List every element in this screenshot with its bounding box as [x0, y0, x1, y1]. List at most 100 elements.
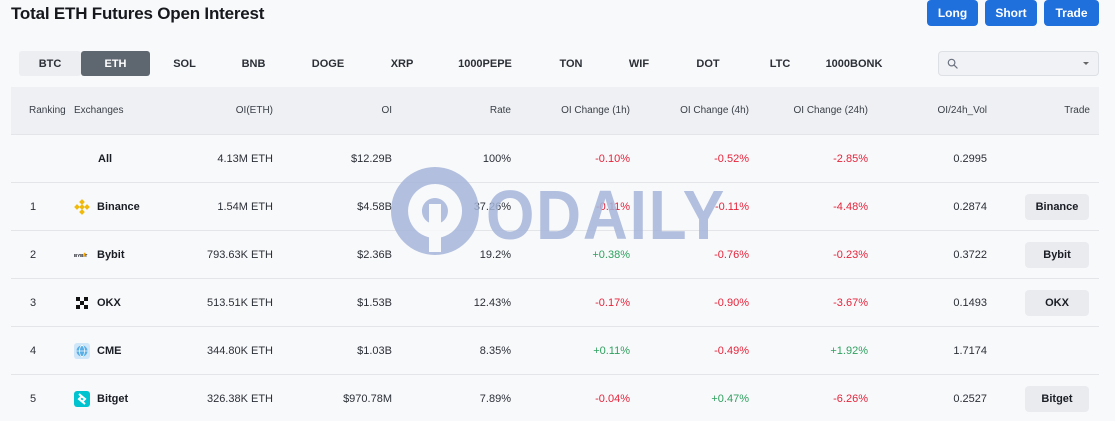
- oi-change-1h-cell: +0.38%: [592, 248, 630, 261]
- tab-bnb[interactable]: BNB: [241, 57, 266, 70]
- col-exchanges: Exchanges: [74, 105, 124, 116]
- exchange-cell: Bitget: [74, 375, 194, 421]
- rank-cell: [26, 135, 40, 182]
- tab-dot[interactable]: DOT: [696, 57, 720, 70]
- rate-cell: 37.26%: [473, 200, 511, 213]
- trade-binance-button[interactable]: Binance: [1025, 194, 1089, 220]
- rate-cell: 8.35%: [479, 344, 511, 357]
- exchange-cell: All: [98, 135, 218, 182]
- oi-change-1h-cell: -0.11%: [595, 200, 630, 213]
- page-title: Total ETH Futures Open Interest: [11, 4, 265, 23]
- oi-eth-cell: 4.13M ETH: [217, 152, 273, 165]
- tab-eth[interactable]: ETH: [81, 51, 150, 76]
- chevron-down-icon[interactable]: [1083, 62, 1089, 65]
- table-row[interactable]: 3 OKX 513.51K ETH $1.53B 12.43% -0.17% -0.90% -…: [11, 279, 1099, 327]
- rank-cell: 2: [29, 248, 37, 261]
- search-icon: [947, 58, 958, 69]
- oi-eth-cell: 1.54M ETH: [217, 200, 273, 213]
- oi-cell: $12.29B: [351, 152, 392, 165]
- long-button[interactable]: Long: [927, 0, 978, 26]
- tab-wif[interactable]: WIF: [628, 57, 650, 70]
- oi-change-24h-cell: -3.67%: [833, 296, 868, 309]
- table-header: Ranking Exchanges OI(ETH) OI Rate OI Cha…: [11, 87, 1099, 135]
- rank-cell: 3: [29, 296, 37, 309]
- oi-change-4h-cell: -0.11%: [714, 200, 749, 213]
- trade-button[interactable]: Trade: [1044, 0, 1099, 26]
- col-oi-change-1h: OI Change (1h): [561, 105, 630, 116]
- col-oi-change-4h: OI Change (4h): [680, 105, 749, 116]
- oi-change-4h-cell: +0.47%: [711, 392, 749, 405]
- col-trade: Trade: [1064, 105, 1090, 116]
- tab-1000bonk[interactable]: 1000BONK: [825, 57, 883, 70]
- rank-cell: 1: [29, 200, 37, 213]
- oi-change-24h-cell: -2.85%: [833, 152, 868, 165]
- search-select[interactable]: [938, 51, 1099, 76]
- binance-logo-icon: [74, 198, 90, 215]
- exchange-name: OKX: [97, 296, 121, 309]
- oi-change-4h-cell: -0.52%: [714, 152, 749, 165]
- coin-tabs: BTC ETH SOL BNB DOGE XRP 1000PEPE TON WIF DOT LTC 1…: [19, 51, 894, 76]
- exchange-name: All: [98, 152, 113, 165]
- oi-cell: $1.03B: [357, 344, 392, 357]
- oi-vol-cell: 0.2995: [953, 152, 987, 165]
- oi-cell: $2.36B: [357, 248, 392, 261]
- oi-eth-cell: 326.38K ETH: [206, 392, 273, 405]
- okx-logo-icon: [74, 295, 90, 311]
- tab-xrp[interactable]: XRP: [390, 57, 414, 70]
- col-rate: Rate: [489, 105, 511, 116]
- oi-change-4h-cell: -0.49%: [714, 344, 749, 357]
- trade-bitget-button[interactable]: Bitget: [1025, 386, 1089, 412]
- col-ranking: Ranking: [29, 105, 66, 116]
- rate-cell: 19.2%: [479, 248, 511, 261]
- tab-ltc[interactable]: LTC: [769, 57, 791, 70]
- oi-cell: $1.53B: [357, 296, 392, 309]
- tab-sol[interactable]: SOL: [173, 57, 196, 70]
- oi-change-24h-cell: -4.48%: [833, 200, 868, 213]
- oi-change-1h-cell: -0.04%: [595, 392, 630, 405]
- table-body: All 4.13M ETH $12.29B 100% -0.10% -0.52% -2.85…: [11, 135, 1099, 421]
- col-oi: OI: [381, 105, 392, 116]
- table-row[interactable]: 5 Bitget 326.38K ETH $970.78M 7.89% -0.04% +0.…: [11, 375, 1099, 421]
- oi-change-24h-cell: -0.23%: [833, 248, 868, 261]
- oi-vol-cell: 0.3722: [953, 248, 987, 261]
- oi-vol-cell: 1.7174: [953, 344, 987, 357]
- oi-change-24h-cell: +1.92%: [830, 344, 868, 357]
- short-button[interactable]: Short: [985, 0, 1037, 26]
- oi-eth-cell: 513.51K ETH: [206, 296, 273, 309]
- rank-cell: 5: [29, 392, 37, 405]
- trade-okx-button[interactable]: OKX: [1025, 290, 1089, 316]
- bybit-logo-icon: BYBIT: [74, 247, 90, 263]
- oi-cell: $4.58B: [357, 200, 392, 213]
- oi-eth-cell: 793.63K ETH: [206, 248, 273, 261]
- exchange-cell: BYBIT Bybit: [74, 231, 194, 278]
- tab-1000pepe[interactable]: 1000PEPE: [458, 57, 512, 70]
- table-row[interactable]: All 4.13M ETH $12.29B 100% -0.10% -0.52% -2.85…: [11, 135, 1099, 183]
- tab-ton[interactable]: TON: [559, 57, 583, 70]
- tab-btc[interactable]: BTC: [19, 51, 81, 76]
- oi-eth-cell: 344.80K ETH: [206, 344, 273, 357]
- oi-vol-cell: 0.2874: [953, 200, 987, 213]
- exchange-cell: CME: [74, 327, 194, 374]
- exchange-name: Binance: [97, 200, 140, 213]
- table-row[interactable]: 2 BYBIT Bybit 793.63K ETH $2.36B 19.2% +0.38% -…: [11, 231, 1099, 279]
- oi-change-1h-cell: -0.17%: [595, 296, 630, 309]
- oi-vol-cell: 0.1493: [953, 296, 987, 309]
- oi-change-1h-cell: -0.10%: [595, 152, 630, 165]
- table-row[interactable]: 4 CME 344.80K ETH $1.03B 8.35% +0.11% -0.49% +1…: [11, 327, 1099, 375]
- trade-bybit-button[interactable]: Bybit: [1025, 242, 1089, 268]
- exchange-name: Bitget: [97, 392, 129, 405]
- open-interest-table: Ranking Exchanges OI(ETH) OI Rate OI Cha…: [11, 87, 1099, 421]
- oi-change-4h-cell: -0.76%: [714, 248, 749, 261]
- bybit-logo-text: BYBIT: [74, 252, 88, 257]
- rank-cell: 4: [29, 344, 37, 357]
- bitget-logo-icon: [74, 390, 90, 407]
- rate-cell: 100%: [482, 152, 511, 165]
- col-oi-vol: OI/24h_Vol: [937, 105, 987, 116]
- cme-logo-icon: [74, 342, 90, 359]
- tab-doge[interactable]: DOGE: [311, 57, 345, 70]
- table-row[interactable]: 1 Binance 1.54M ETH $4.58B 37.26% -0.11% -0.11…: [11, 183, 1099, 231]
- exchange-name: CME: [97, 344, 122, 357]
- oi-vol-cell: 0.2527: [953, 392, 987, 405]
- page-header: Total ETH Futures Open Interest Long Sho…: [0, 0, 1115, 34]
- search-input[interactable]: [963, 54, 1083, 73]
